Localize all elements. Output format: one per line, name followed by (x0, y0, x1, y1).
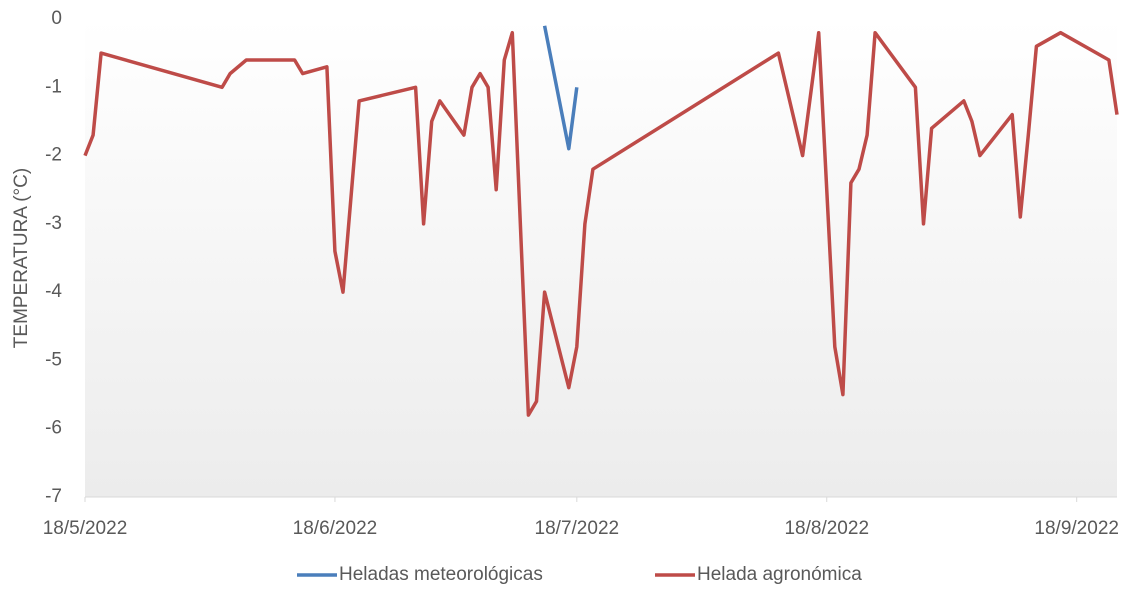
y-tick-label: -1 (45, 76, 62, 97)
plot-area (85, 19, 1117, 497)
y-tick-label: -6 (45, 418, 62, 439)
x-tick-label: 18/9/2022 (1034, 518, 1119, 539)
series-line (83, 30, 1119, 417)
series-line (542, 25, 579, 151)
x-tick-label: 18/7/2022 (535, 518, 620, 539)
legend-label: Helada agronómica (697, 564, 862, 585)
x-tick-label: 18/5/2022 (43, 518, 128, 539)
y-tick-label: -3 (45, 213, 62, 234)
y-tick-label: 0 (51, 8, 62, 29)
y-axis-label: TEMPERATURA (°C) (11, 168, 32, 348)
y-tick-label: -2 (45, 145, 62, 166)
y-tick-label: -4 (45, 281, 62, 302)
y-tick-label: -5 (45, 349, 62, 370)
x-tick-label: 18/8/2022 (784, 518, 869, 539)
x-tick-label: 18/6/2022 (293, 518, 378, 539)
legend-label: Heladas meteorológicas (339, 564, 543, 585)
y-tick-label: -7 (45, 486, 62, 507)
